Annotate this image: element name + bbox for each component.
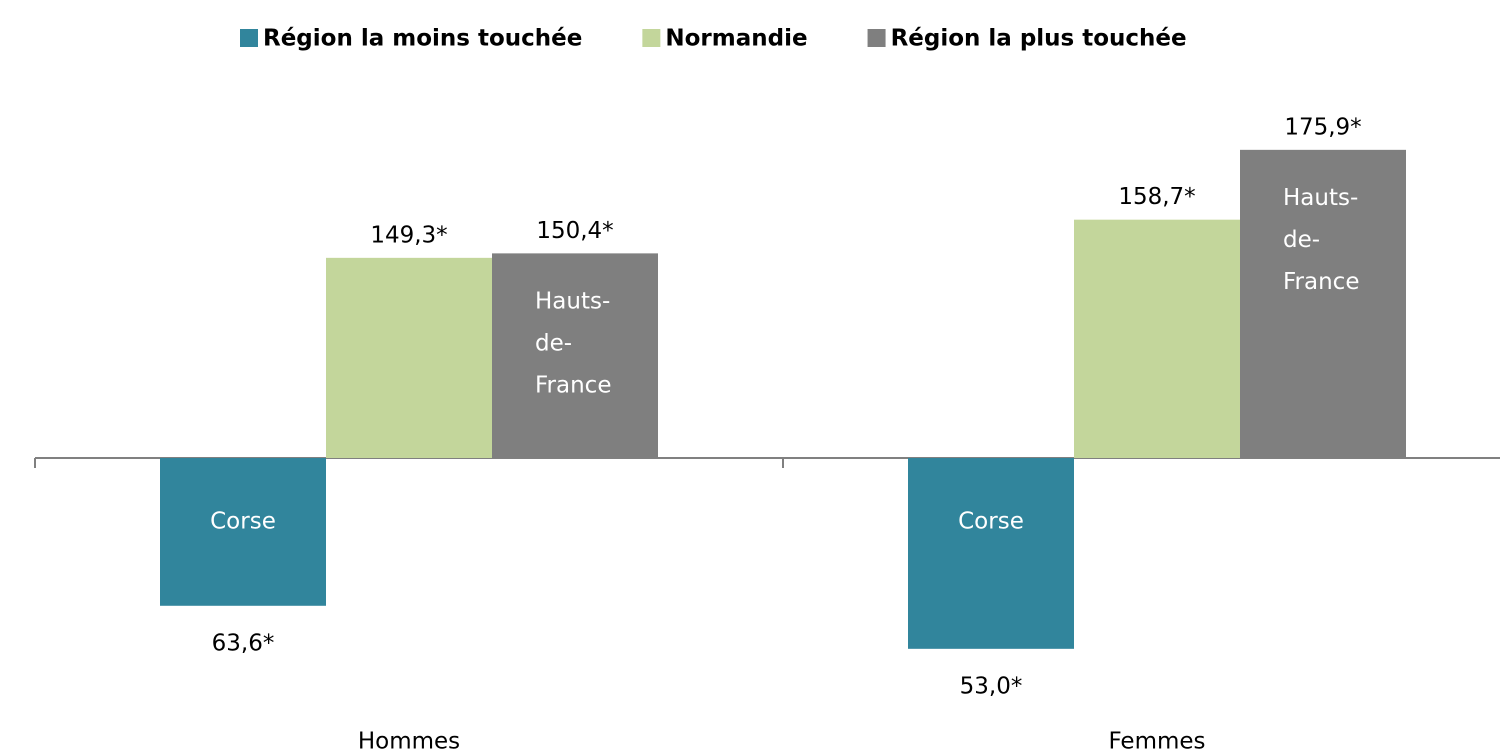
value-label: 150,4* [536,218,613,244]
bar [492,253,658,458]
value-label: 175,9* [1284,114,1361,140]
legend-swatch [642,29,661,47]
x-tick-label: Femmes [1108,729,1205,754]
bar [1240,149,1406,458]
bar [1074,219,1240,458]
bar-label: Corse [958,509,1024,535]
bar [160,458,326,606]
x-tick-label: Hommes [358,729,460,754]
value-label: 63,6* [212,630,275,656]
legend-text: Normandie [665,26,807,52]
legend-swatch [867,29,886,47]
bar [908,458,1074,649]
value-label: 149,3* [370,222,447,248]
bar [326,257,492,458]
value-label: 158,7* [1118,184,1195,210]
bar-label: Hauts-de-France [1283,184,1359,294]
legend-text: Région la plus touchée [891,26,1187,52]
bar-label: Hauts-de-France [535,288,611,398]
legend-text: Région la moins touchée [263,26,582,52]
bar-label: Corse [210,509,276,535]
value-label: 53,0* [960,673,1023,699]
legend-swatch [240,29,258,47]
